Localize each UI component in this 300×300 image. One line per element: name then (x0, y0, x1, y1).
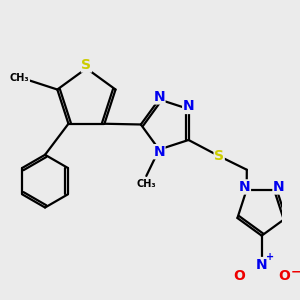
Text: N: N (273, 180, 285, 194)
Text: O: O (233, 269, 245, 284)
Text: CH₃: CH₃ (10, 73, 29, 83)
Text: CH₃: CH₃ (136, 178, 156, 189)
Text: S: S (81, 58, 92, 72)
Text: N: N (153, 90, 165, 104)
Text: S: S (214, 149, 224, 163)
Text: N: N (239, 180, 250, 194)
Text: O: O (279, 269, 291, 284)
Text: −: − (290, 266, 300, 279)
Text: +: + (266, 252, 274, 262)
Text: N: N (183, 99, 194, 113)
Text: N: N (256, 258, 268, 272)
Text: N: N (153, 145, 165, 159)
